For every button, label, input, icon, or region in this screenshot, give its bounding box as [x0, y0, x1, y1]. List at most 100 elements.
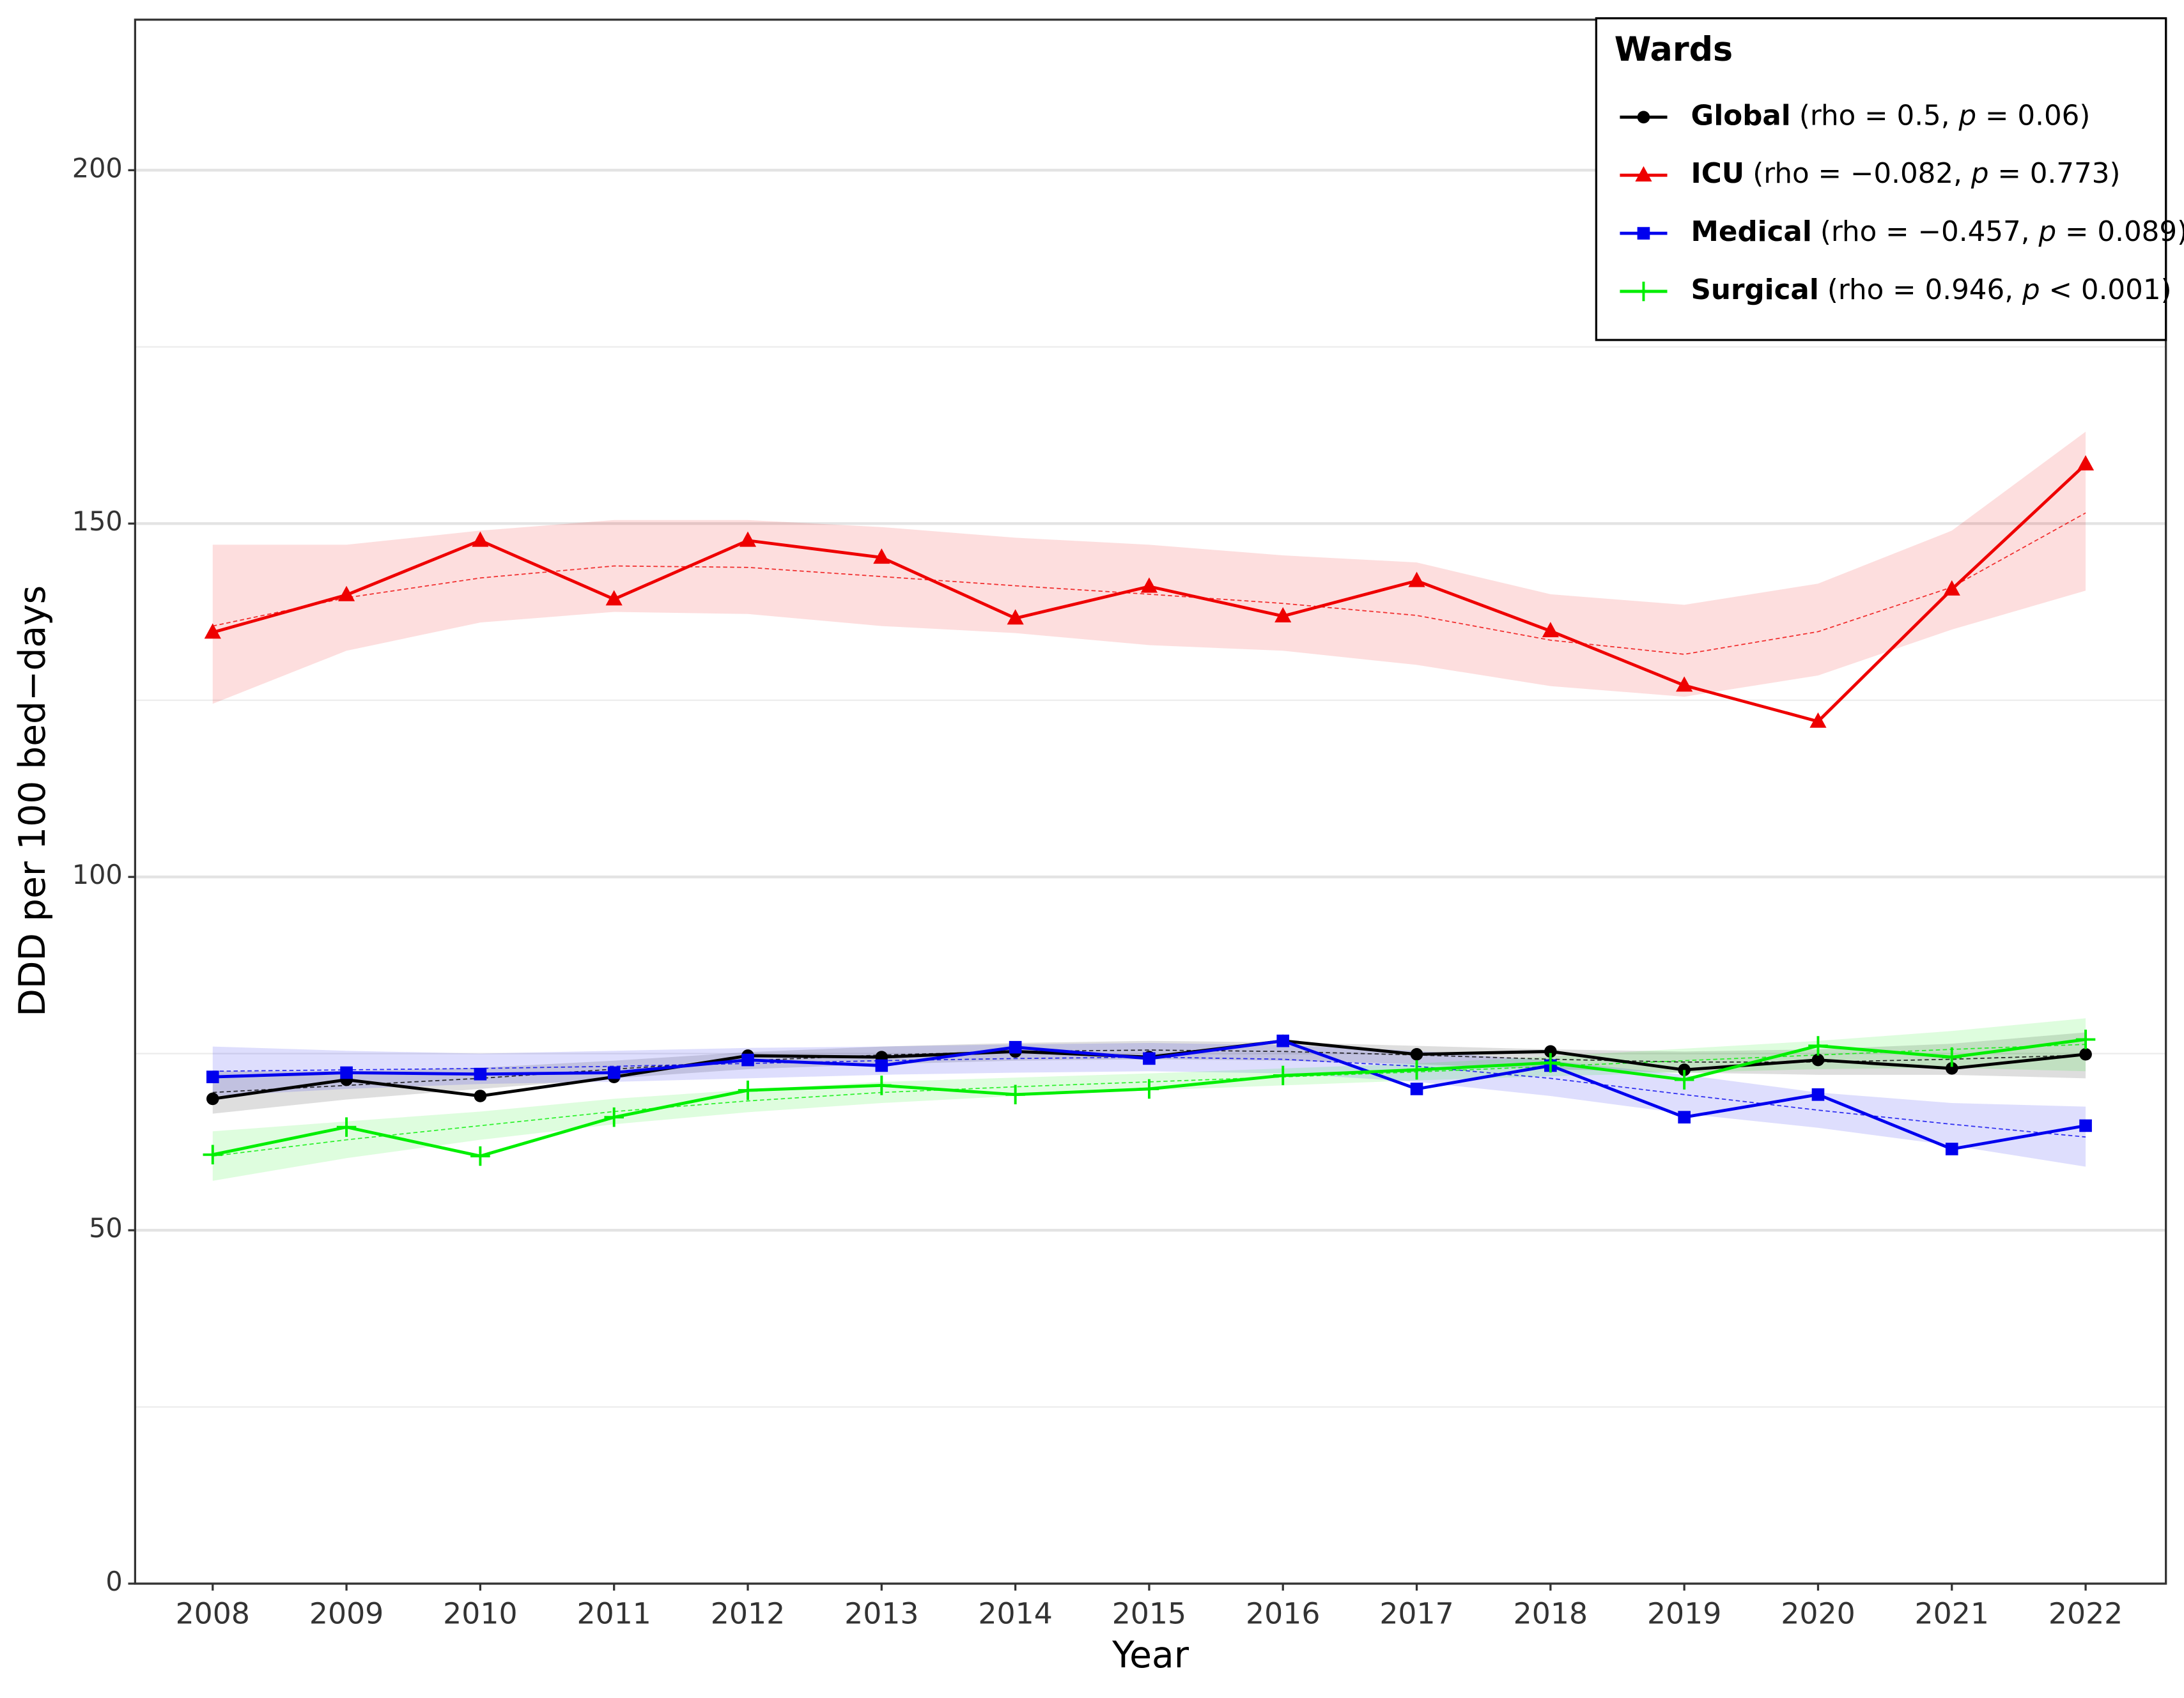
- legend-stat: (rho = 0.946,: [1827, 274, 2022, 306]
- y-tick-label: 50: [89, 1213, 123, 1244]
- legend-box: [1595, 17, 2167, 341]
- marker: [1140, 577, 1158, 593]
- marker: [1410, 1083, 1423, 1095]
- marker: [2075, 1030, 2096, 1049]
- marker: [2079, 1047, 2092, 1061]
- marker: [1637, 111, 1650, 124]
- marker: [2079, 1119, 2092, 1132]
- x-tick-label: 2018: [1514, 1597, 1588, 1631]
- x-tick-label: 2013: [844, 1597, 918, 1631]
- legend-stat: p: [2038, 216, 2056, 248]
- marker: [206, 1092, 219, 1106]
- marker: [1274, 606, 1292, 622]
- x-tick-label: 2016: [1246, 1597, 1320, 1631]
- marker: [1273, 1065, 1293, 1086]
- x-axis-title: Year: [1111, 1634, 1189, 1676]
- marker: [474, 1067, 487, 1081]
- legend-label: ICU (rho = −0.082, p = 0.773): [1691, 158, 2121, 190]
- marker: [1811, 1053, 1825, 1067]
- y-tick-label: 100: [72, 860, 123, 890]
- marker: [1544, 1045, 1557, 1058]
- trend-line: [212, 512, 2086, 655]
- marker: [1634, 281, 1653, 302]
- x-tick-label: 2020: [1781, 1597, 1855, 1631]
- marker: [1139, 1079, 1159, 1099]
- marker: [1410, 1047, 1423, 1061]
- marker: [340, 1066, 353, 1079]
- marker: [474, 1090, 487, 1102]
- marker: [873, 548, 890, 564]
- x-tick-label: 2014: [978, 1597, 1052, 1631]
- marker: [336, 1117, 357, 1137]
- marker: [1007, 609, 1024, 625]
- confidence-band: [212, 1018, 2086, 1181]
- legend-label: Medical (rho = −0.457, p = 0.089): [1691, 216, 2184, 248]
- confidence-band: [212, 1032, 2086, 1114]
- x-tick-label: 2008: [176, 1597, 250, 1631]
- marker: [1009, 1040, 1022, 1054]
- legend-stat: (rho = −0.082,: [1753, 158, 1971, 190]
- marker: [2077, 455, 2095, 471]
- marker: [1942, 1047, 1962, 1067]
- y-axis-title: DDD per 100 bed−days: [12, 585, 54, 1017]
- x-tick-label: 2009: [309, 1597, 383, 1631]
- legend-name: Global: [1691, 100, 1791, 132]
- marker: [338, 585, 355, 601]
- legend-stat: p: [2022, 274, 2040, 306]
- legend-name: Surgical: [1691, 274, 1819, 306]
- y-tick-label: 0: [105, 1566, 122, 1597]
- marker: [1808, 1036, 1828, 1056]
- marker: [206, 1070, 219, 1083]
- legend-stat: (rho = −0.457,: [1820, 216, 2039, 248]
- marker: [1678, 1063, 1691, 1076]
- marker: [1809, 712, 1827, 728]
- marker: [605, 590, 623, 606]
- marker: [1276, 1034, 1290, 1047]
- marker: [1635, 166, 1652, 182]
- marker: [1945, 1143, 1958, 1155]
- legend-name: Medical: [1691, 216, 1812, 248]
- marker: [738, 1080, 758, 1100]
- y-tick-label: 150: [72, 506, 123, 537]
- marker: [741, 1053, 754, 1067]
- marker: [203, 1145, 223, 1165]
- marker: [1408, 571, 1425, 587]
- marker: [472, 531, 489, 547]
- legend-name: ICU: [1691, 158, 1745, 190]
- x-tick-label: 2021: [1915, 1597, 1989, 1631]
- marker: [1542, 622, 1559, 638]
- x-tick-label: 2010: [443, 1597, 517, 1631]
- legend-stat: p: [1971, 158, 1989, 190]
- trend-line: [212, 1044, 2086, 1157]
- x-tick-label: 2022: [2048, 1597, 2123, 1631]
- marker: [1945, 1062, 1958, 1075]
- legend-title: Wards: [1615, 30, 1733, 69]
- marker: [872, 1076, 892, 1095]
- marker: [739, 531, 757, 547]
- legend-stat: = 0.06): [1976, 100, 2090, 132]
- marker: [1811, 1088, 1825, 1101]
- marker: [1676, 676, 1693, 692]
- marker: [875, 1059, 888, 1072]
- marker: [1005, 1084, 1025, 1105]
- marker: [1943, 580, 1960, 596]
- marker: [1674, 1070, 1694, 1090]
- marker: [1678, 1111, 1691, 1123]
- x-tick-label: 2011: [577, 1597, 651, 1631]
- legend-stat: = 0.089): [2056, 216, 2184, 248]
- marker: [607, 1066, 621, 1079]
- marker: [1637, 227, 1650, 240]
- x-tick-label: 2017: [1379, 1597, 1453, 1631]
- x-tick-label: 2012: [711, 1597, 785, 1631]
- x-tick-label: 2015: [1112, 1597, 1186, 1631]
- marker: [470, 1146, 490, 1166]
- legend-stat: = 0.773): [1989, 158, 2121, 190]
- confidence-band: [212, 431, 2086, 704]
- marker: [1540, 1053, 1561, 1073]
- marker: [1407, 1060, 1427, 1080]
- legend-stat: p: [1958, 100, 1976, 132]
- legend-label: Global (rho = 0.5, p = 0.06): [1691, 100, 2091, 132]
